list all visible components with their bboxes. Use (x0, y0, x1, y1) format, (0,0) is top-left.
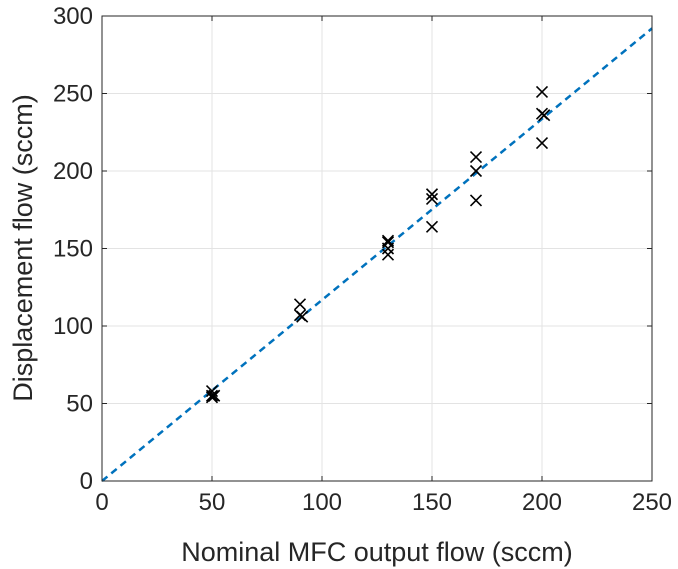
data-point-marker (381, 248, 395, 261)
data-point-marker (538, 109, 551, 122)
data-point-marker (296, 310, 309, 323)
y-tick-label: 50 (66, 391, 93, 418)
x-tick-label: 50 (199, 489, 226, 516)
data-point-marker (469, 150, 483, 164)
reference-line (101, 27, 653, 482)
x-tick-label: 250 (632, 489, 672, 516)
data-point-marker (535, 137, 549, 150)
data-point-marker (425, 192, 439, 205)
y-tick-label: 200 (53, 158, 93, 185)
y-tick-label: 150 (53, 236, 93, 263)
data-point-marker (469, 194, 483, 207)
data-point-marker (205, 391, 219, 404)
x-tick-label: 150 (412, 489, 452, 516)
y-axis-label: Displacement flow (sccm) (8, 94, 38, 402)
data-point-marker (535, 85, 549, 99)
x-axis-label: Nominal MFC output flow (sccm) (181, 537, 573, 567)
data-point-marker (293, 298, 307, 311)
y-tick-label: 300 (53, 3, 93, 30)
x-tick-label: 0 (95, 489, 108, 516)
y-tick-label: 0 (80, 468, 93, 495)
axis-ticks: 0 50 100 150 200 250 0 50 100 150 200 250 300 (53, 3, 672, 516)
data-point-marker (425, 220, 439, 233)
x-tick-label: 100 (302, 489, 342, 516)
data-point-marker (205, 389, 219, 402)
data-markers (205, 85, 551, 404)
data-point-marker (381, 242, 395, 255)
y-tick-label: 100 (53, 313, 93, 340)
grid (102, 16, 652, 481)
data-point-marker (469, 164, 483, 178)
data-point-marker (425, 188, 439, 201)
y-tick-label: 250 (53, 81, 93, 108)
data-point-marker (381, 236, 395, 249)
x-tick-label: 200 (522, 489, 562, 516)
